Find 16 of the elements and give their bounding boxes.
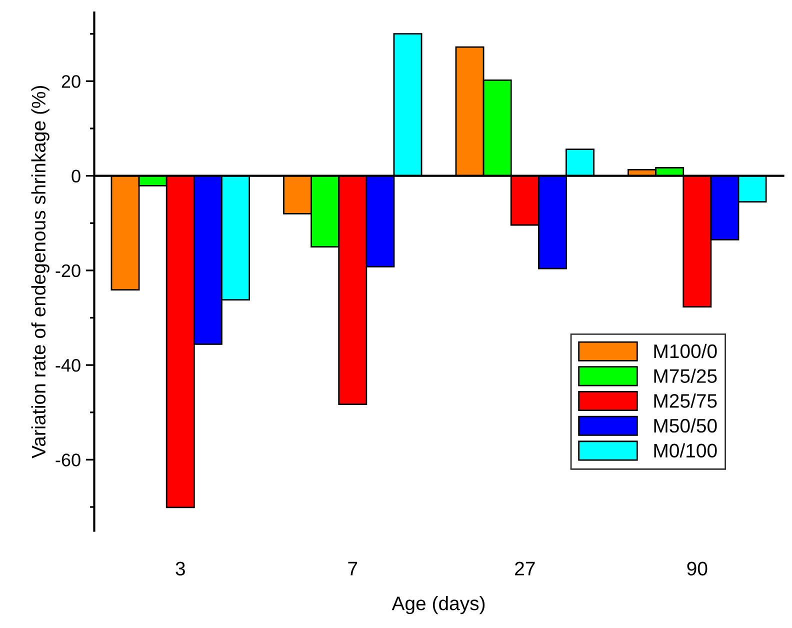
- x-tick-label: 90: [687, 562, 708, 576]
- y-tick-label: -20: [56, 264, 80, 278]
- y-tick-label: -40: [56, 358, 80, 372]
- y-tick-label: -60: [56, 454, 80, 466]
- legend-label: M0/100: [654, 443, 717, 458]
- x-axis-title: Age (days): [392, 596, 485, 614]
- y-tick-label: 20: [62, 75, 80, 88]
- legend-label: M50/50: [654, 418, 717, 433]
- legend-label: M100/0: [654, 344, 717, 358]
- legend-label: M75/25: [654, 368, 717, 383]
- x-tick-label: 7: [348, 562, 358, 576]
- x-tick-label: 27: [515, 562, 535, 576]
- y-tick-label: 0: [72, 170, 80, 183]
- legend-label: M25/75: [654, 394, 717, 408]
- y-axis-title: Variation rate of endegenous shrinkage (%): [31, 86, 50, 458]
- x-tick-label: 3: [176, 562, 185, 576]
